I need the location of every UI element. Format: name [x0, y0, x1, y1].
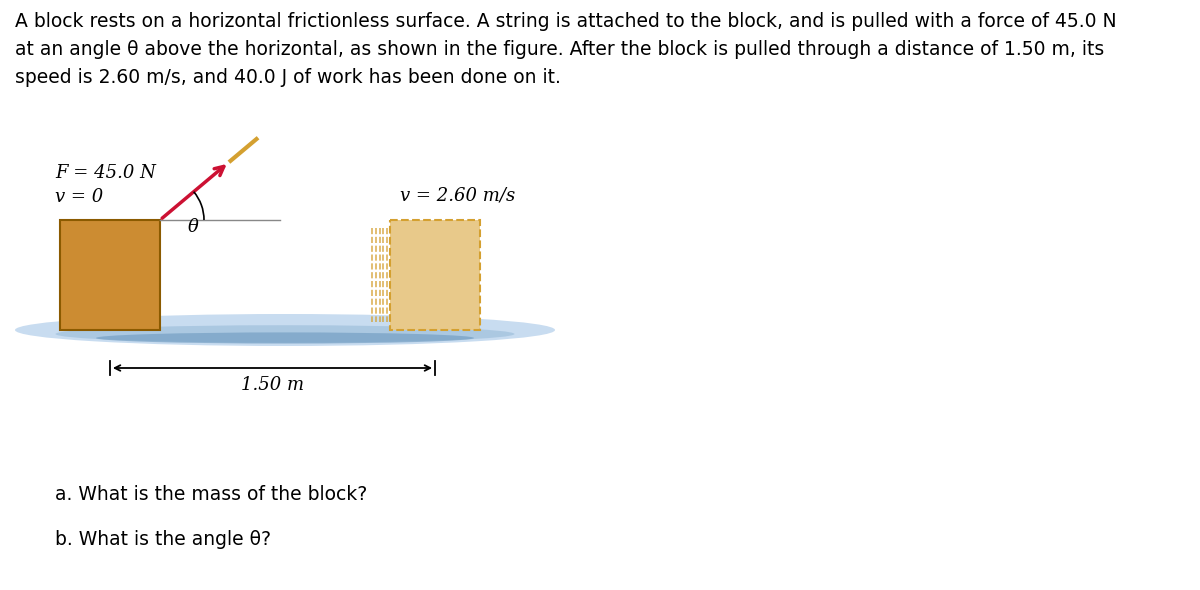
Bar	[60, 220, 160, 330]
Text: 1.50 m: 1.50 m	[241, 376, 304, 394]
Text: A block rests on a horizontal frictionless surface. A string is attached to the : A block rests on a horizontal frictionle…	[14, 12, 1117, 87]
Text: v = 0: v = 0	[55, 188, 103, 206]
Text: F = 45.0 N: F = 45.0 N	[55, 164, 156, 182]
Bar	[390, 220, 480, 330]
Ellipse shape	[96, 332, 474, 343]
Ellipse shape	[55, 325, 515, 343]
Text: a. What is the mass of the block?: a. What is the mass of the block?	[55, 485, 367, 504]
Text: θ: θ	[188, 218, 199, 236]
Text: b. What is the angle θ?: b. What is the angle θ?	[55, 530, 271, 549]
Text: v = 2.60 m/s: v = 2.60 m/s	[400, 186, 515, 204]
Ellipse shape	[14, 314, 554, 346]
